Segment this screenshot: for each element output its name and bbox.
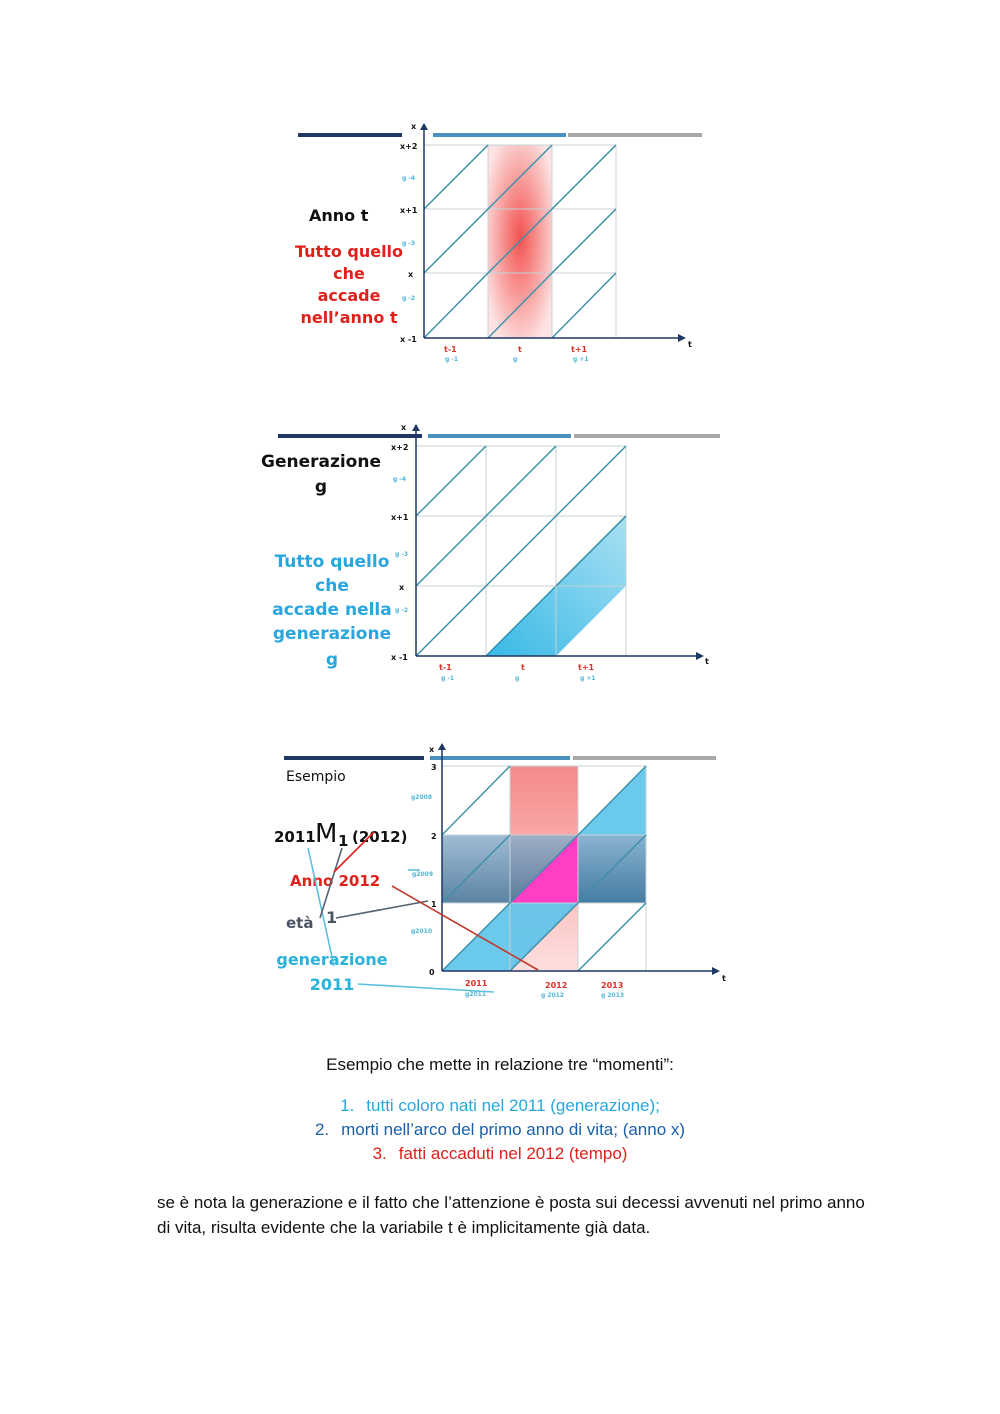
svg-text:g: g (326, 650, 338, 670)
figure-title: Anno t (309, 206, 369, 225)
x-axis-arrow (696, 652, 704, 660)
y-label: x+1 (391, 513, 409, 522)
x-sublabel: g (513, 356, 517, 363)
moments-list: 1. tutti coloro nati nel 2011 (generazion… (0, 1094, 1000, 1166)
g-label: g -4 (402, 175, 415, 182)
formula-sub: 1 (338, 832, 348, 850)
y-label: 0 (429, 968, 435, 977)
x-label: t-1 (444, 345, 457, 354)
x-axis-arrow (678, 334, 686, 342)
x-label: 2013 (601, 981, 623, 990)
life-lines (423, 144, 617, 339)
lexis-diagram-generazione: x t x+2 x+1 x x -1 g -4 g -3 g -2 t-1 t … (261, 423, 720, 682)
life-lines (415, 445, 627, 657)
x-sublabel: g -1 (445, 356, 458, 363)
g-label: g -2 (395, 607, 408, 614)
example-title: Esempio (286, 769, 346, 785)
figure-description: Tutto quello che accade nella generazion… (272, 552, 391, 670)
figure-anno-t: x t x+2 x+1 x x -1 g -4 g -3 g -2 t-1 t … (290, 115, 710, 375)
g-label: g2008 (411, 794, 432, 801)
x-sublabel: g +1 (580, 675, 596, 682)
svg-text:generazione: generazione (273, 624, 391, 644)
g-label: g -3 (402, 240, 415, 247)
x-label: t (518, 345, 522, 354)
x-axis-name: t (722, 974, 726, 983)
figure-title: Generazione g (261, 452, 381, 497)
g-label: g2010 (411, 928, 432, 935)
x-sublabel: g2011 (465, 991, 486, 998)
x-label: 2012 (545, 981, 567, 990)
y-label: x (399, 583, 405, 592)
y-label: x -1 (391, 653, 408, 662)
x-sublabel: g +1 (573, 356, 589, 363)
figure-caption: Esempio che mette in relazione tre “mome… (326, 1055, 674, 1074)
lexis-diagram-esempio: x t 3 2 1 0 g2008 g2009 g2010 2011 2012 … (274, 743, 726, 999)
eta-value: 1 (326, 908, 337, 927)
explanation-paragraph: se è nota la generazione e il fatto che … (157, 1193, 865, 1237)
x-label: t+1 (571, 345, 588, 354)
y-label: x+2 (400, 142, 417, 151)
formula-main: M (315, 819, 337, 849)
connector-lines (307, 831, 539, 993)
svg-text:accade nella: accade nella (272, 600, 391, 620)
x-sublabel: g -1 (441, 675, 454, 682)
x-sublabel: g (515, 675, 519, 682)
figure-generazione-g: x t x+2 x+1 x x -1 g -4 g -3 g -2 t-1 t … (260, 415, 730, 690)
svg-text:2011: 2011 (310, 975, 355, 994)
y-label: x -1 (400, 335, 417, 344)
life-lines (441, 765, 647, 972)
x-label: 2011 (465, 979, 488, 988)
y-axis-arrow (438, 743, 446, 750)
list-item: 1. tutti coloro nati nel 2011 (generazion… (340, 1096, 660, 1115)
y-label: x+2 (391, 443, 408, 452)
figure-esempio: x t 3 2 1 0 g2008 g2009 g2010 2011 2012 … (270, 738, 740, 1013)
y-label: 3 (431, 763, 437, 772)
svg-text:accade: accade (318, 286, 381, 305)
y-label: 1 (431, 900, 437, 909)
eta-label: età (286, 914, 313, 932)
y-axis-name: x (401, 423, 407, 432)
x-axis-arrow (712, 967, 720, 975)
grid (424, 144, 617, 338)
g-label: g -2 (402, 295, 415, 302)
x-label: t (521, 663, 525, 672)
y-label: x (408, 270, 414, 279)
list-item: 3. fatti accaduti nel 2012 (tempo) (372, 1144, 628, 1163)
svg-text:che: che (315, 576, 349, 596)
x-axis-name: t (705, 657, 709, 666)
figure-description: Tutto quello che accade nell’anno t (295, 242, 403, 327)
lexis-diagram-anno-t: x t x+2 x+1 x x -1 g -4 g -3 g -2 t-1 t … (295, 122, 702, 363)
g-label: g2009 (412, 871, 433, 878)
x-axis-name: t (688, 340, 692, 349)
y-axis-name: x (411, 122, 417, 131)
y-axis-arrow (412, 424, 420, 431)
anno-label: Anno 2012 (290, 872, 380, 890)
g-label: g -4 (393, 476, 406, 483)
x-sublabel: g 2013 (601, 992, 624, 999)
svg-text:Tutto quello: Tutto quello (295, 242, 403, 261)
y-axis-name: x (429, 745, 435, 754)
list-item: 2. morti nell’arco del primo anno di vita… (314, 1120, 686, 1139)
formula-post: (2012) (352, 828, 407, 846)
grid (442, 765, 647, 971)
y-label: 2 (431, 832, 437, 841)
grid (416, 445, 627, 656)
y-label: x+1 (400, 206, 418, 215)
x-sublabel: g 2012 (541, 992, 564, 999)
x-label: t-1 (439, 663, 452, 672)
svg-text:Generazione: Generazione (261, 452, 381, 472)
x-label: t+1 (578, 663, 595, 672)
svg-text:che: che (333, 264, 365, 283)
svg-text:Tutto quello: Tutto quello (275, 552, 390, 572)
svg-text:nell’anno t: nell’anno t (300, 308, 397, 327)
y-axis-arrow (420, 123, 428, 130)
g-label: g -3 (395, 551, 408, 558)
svg-text:g: g (315, 477, 327, 497)
formula-pre: 2011 (274, 828, 316, 846)
